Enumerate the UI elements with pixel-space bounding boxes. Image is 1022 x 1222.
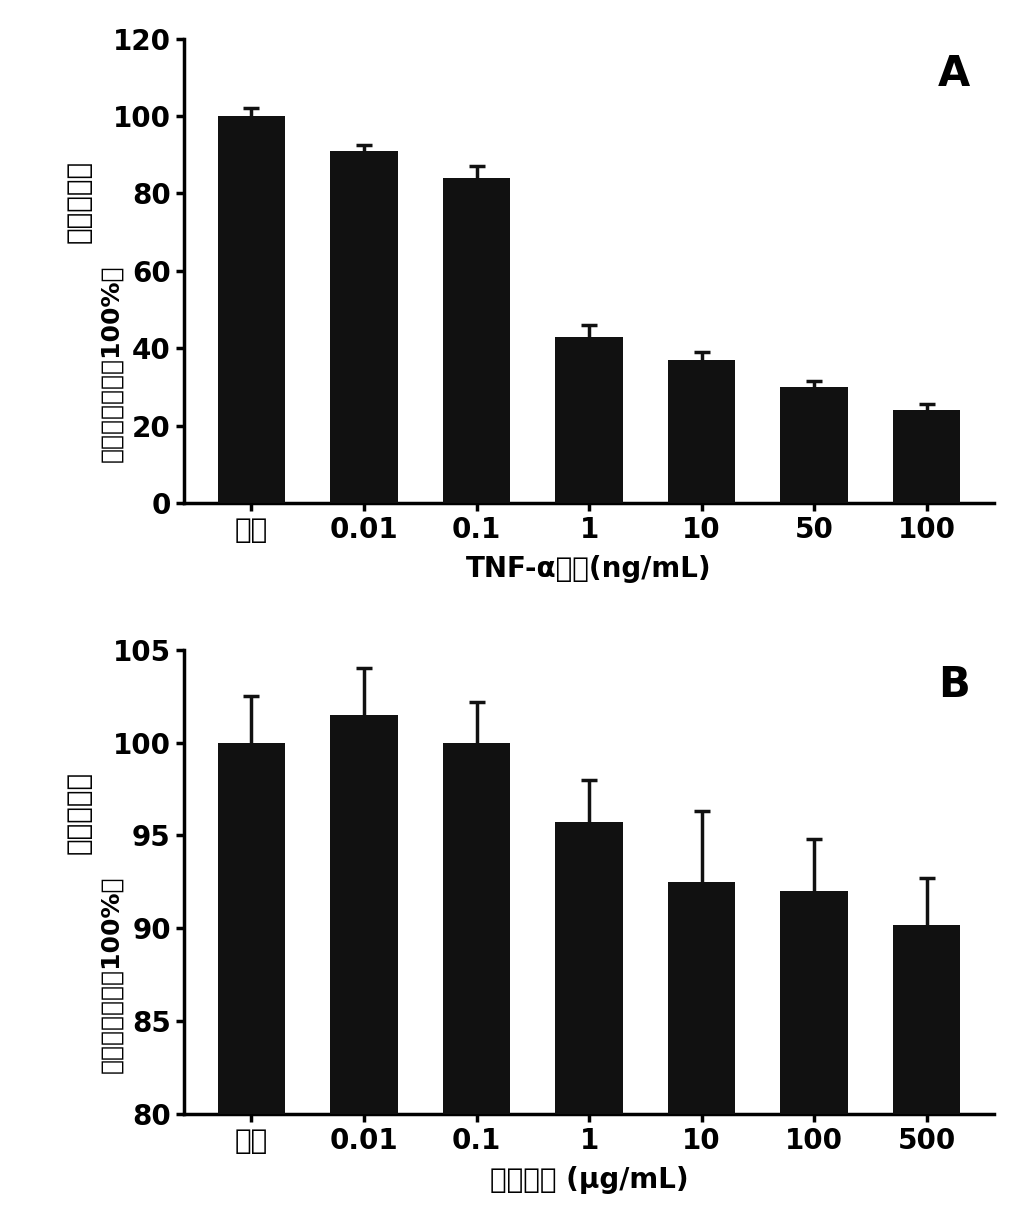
Text: B: B [938, 664, 970, 705]
Bar [667, 882, 736, 1222]
Bar [330, 152, 398, 503]
Text: （以正常细胞为100%）: （以正常细胞为100%） [99, 876, 123, 1073]
Text: （以正常细胞为100%）: （以正常细胞为100%） [99, 265, 123, 462]
Bar [555, 336, 622, 503]
X-axis label: TNF-α浓度(ng/mL): TNF-α浓度(ng/mL) [466, 555, 712, 583]
Bar [893, 925, 961, 1222]
Bar [781, 891, 848, 1222]
Bar [218, 743, 285, 1222]
Bar [667, 359, 736, 503]
Text: 细胞存活率: 细胞存活率 [64, 771, 93, 854]
Bar [443, 178, 510, 503]
Bar [330, 715, 398, 1222]
Bar [555, 822, 622, 1222]
Bar [443, 743, 510, 1222]
Text: A: A [937, 53, 970, 94]
X-axis label: 多肽浓度 (μg/mL): 多肽浓度 (μg/mL) [490, 1166, 689, 1194]
Bar [781, 387, 848, 503]
Bar [893, 411, 961, 503]
Text: 细胞存活率: 细胞存活率 [64, 160, 93, 243]
Bar [218, 116, 285, 503]
